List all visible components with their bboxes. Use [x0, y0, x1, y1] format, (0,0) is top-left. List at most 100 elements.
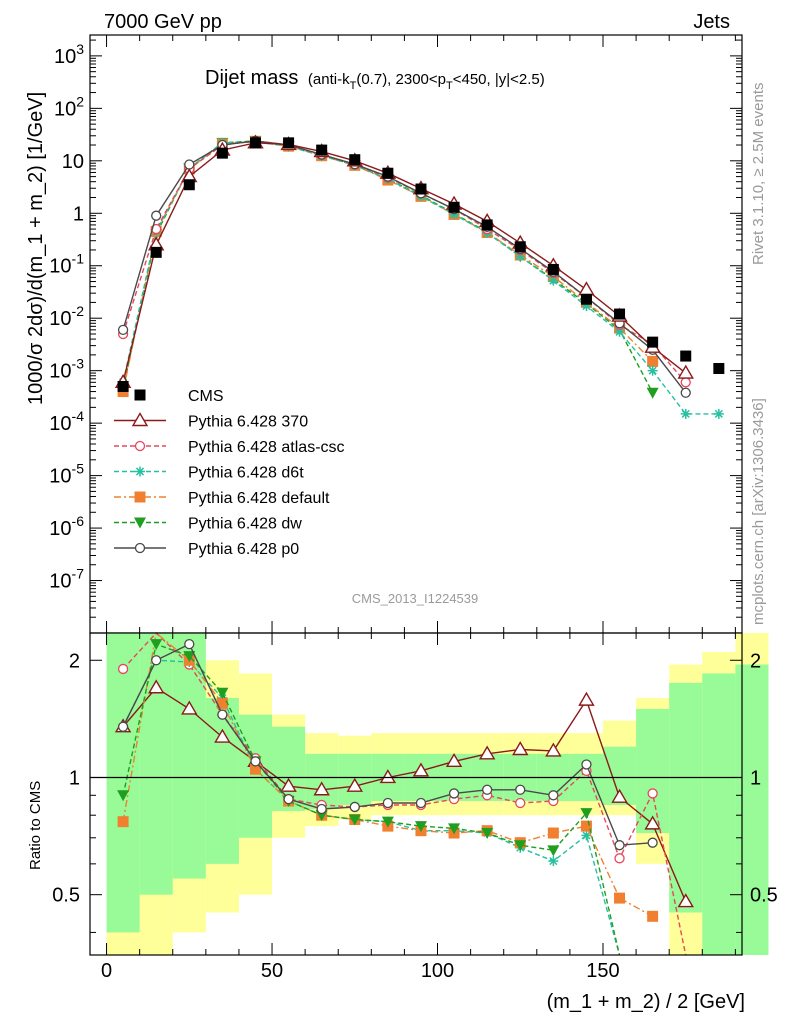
- point-CMS: [216, 147, 228, 159]
- x-tick-label: 150: [586, 960, 619, 982]
- legend-marker: [134, 491, 146, 503]
- main-y-tick-label: 10-3: [49, 356, 84, 383]
- ratio-axes: 0 50 100 150 0.5 0.5 1 1 2 2: [52, 632, 778, 982]
- legend-marker: [134, 389, 146, 401]
- point-d6t: [680, 408, 691, 419]
- legend: CMS Pythia 6.428 370 Pythia 6.428 atlas-cs…: [114, 388, 345, 558]
- plot-title-cut: (anti-k: [308, 71, 350, 88]
- legend-entry-d6t: Pythia 6.428 d6t: [114, 465, 304, 482]
- ratio-point-p370: [545, 742, 562, 757]
- legend-entry-default: Pythia 6.428 default: [114, 490, 330, 507]
- rivet-label: Rivet 3.1.10, ≥ 2.5M events: [750, 83, 767, 266]
- ratio-point-default: [580, 820, 592, 832]
- point-CMS: [117, 380, 129, 392]
- band-green: [205, 698, 239, 864]
- point-dw: [646, 387, 659, 399]
- legend-entry-p370: Pythia 6.428 370: [114, 412, 308, 431]
- band-green: [139, 633, 173, 895]
- ratio-point-atlas: [515, 797, 526, 809]
- legend-label: Pythia 6.428 d6t: [188, 465, 304, 482]
- header-right: Jets: [693, 11, 730, 33]
- point-p370: [677, 364, 694, 379]
- plot-title-cut3: <450, |y|<2.5): [453, 71, 545, 88]
- ratio-point-p370: [644, 815, 661, 830]
- ratio-series-layer: [114, 631, 694, 956]
- legend-entry-atlas: Pythia 6.428 atlas-csc: [114, 439, 345, 456]
- ratio-point-p370: [677, 893, 694, 908]
- main-y-axis-label: 1000/σ 2dσ)/d(m_1 + m_2) [1/GeV]: [25, 92, 47, 405]
- point-d6t: [647, 365, 658, 376]
- ratio-point-p370: [478, 745, 496, 760]
- ratio-point-d6t: [581, 830, 592, 841]
- point-CMS: [150, 246, 162, 258]
- main-series-layer: [114, 134, 725, 419]
- ratio-y-tick-label: 1: [69, 767, 80, 789]
- point-CMS: [448, 201, 460, 213]
- ratio-point-p370: [445, 752, 463, 768]
- x-tick-label: 50: [261, 960, 283, 982]
- legend-marker: [131, 412, 149, 427]
- main-y-tick-label: 103: [54, 41, 84, 68]
- legend-label: CMS: [188, 388, 224, 405]
- ratio-series-p370: [114, 679, 694, 908]
- ratio-point-dw: [481, 828, 494, 840]
- point-CMS: [349, 154, 361, 166]
- ratio-point-p370: [379, 769, 397, 784]
- ratio-point-p0: [250, 756, 261, 767]
- ratio-point-dw: [216, 687, 229, 699]
- main-y-tick-label: 10-4: [49, 408, 84, 435]
- ratio-point-p370: [346, 777, 363, 792]
- ratio-point-p0: [647, 837, 658, 848]
- point-p0: [151, 210, 162, 221]
- legend-marker: [134, 440, 146, 452]
- ratio-y-tick-label: 0.5: [52, 885, 80, 907]
- legend-entry-dw: Pythia 6.428 dw: [114, 516, 302, 533]
- point-p0: [117, 324, 129, 335]
- main-y-tick-label: 10-2: [49, 303, 84, 330]
- band-green: [735, 664, 769, 955]
- x-tick-label: 0: [101, 960, 112, 982]
- point-CMS: [580, 293, 592, 305]
- ratio-point-dw: [514, 840, 527, 852]
- ratio-point-p0: [316, 803, 327, 815]
- plot-title-cut2-sub: T: [446, 80, 453, 92]
- ratio-point-p370: [214, 728, 231, 743]
- ratio-point-p0: [581, 759, 592, 770]
- ratio-point-p0: [548, 790, 559, 801]
- legend-label: Pythia 6.428 atlas-csc: [188, 439, 345, 456]
- ratio-frame: [89, 632, 743, 956]
- ratio-point-default: [647, 910, 659, 922]
- point-CMS: [547, 263, 559, 275]
- point-CMS: [647, 336, 659, 348]
- ratio-y-tick-label-right: 2: [750, 650, 761, 672]
- ratio-point-p0: [515, 784, 526, 795]
- point-CMS: [316, 144, 328, 156]
- main-y-tick-label: 10: [62, 151, 84, 173]
- series-CMS: [117, 137, 725, 392]
- ratio-point-p370: [512, 741, 529, 756]
- band-green: [238, 714, 273, 838]
- ratio-point-p0: [117, 721, 129, 732]
- main-y-tick-label: 10-7: [49, 566, 84, 593]
- point-p0: [680, 387, 691, 398]
- legend-marker: [135, 466, 145, 477]
- ratio-uncertainty-bands: [106, 633, 769, 955]
- ratio-y-tick-label: 2: [69, 650, 80, 672]
- main-y-tick-label: 10-5: [49, 461, 84, 488]
- legend-label: Pythia 6.428 default: [188, 490, 330, 507]
- ratio-y-tick-label-right: 0.5: [750, 885, 778, 907]
- band-green: [702, 673, 736, 955]
- point-CMS: [614, 308, 626, 320]
- ratio-point-p0: [614, 840, 625, 851]
- ratio-point-default: [216, 697, 228, 709]
- plot-title: Dijet mass (anti-kT(0.7), 2300<pT<450, |…: [205, 67, 545, 92]
- ratio-point-p370: [313, 781, 330, 796]
- ratio-point-default: [614, 892, 626, 904]
- ratio-y-tick-label-right: 1: [750, 767, 761, 789]
- legend-entry-p0: Pythia 6.428 p0: [114, 541, 299, 558]
- ratio-series-p0: [117, 639, 658, 851]
- legend-marker: [134, 542, 146, 554]
- main-y-tick-label: 10-1: [49, 251, 84, 278]
- ratio-point-p370: [578, 691, 595, 706]
